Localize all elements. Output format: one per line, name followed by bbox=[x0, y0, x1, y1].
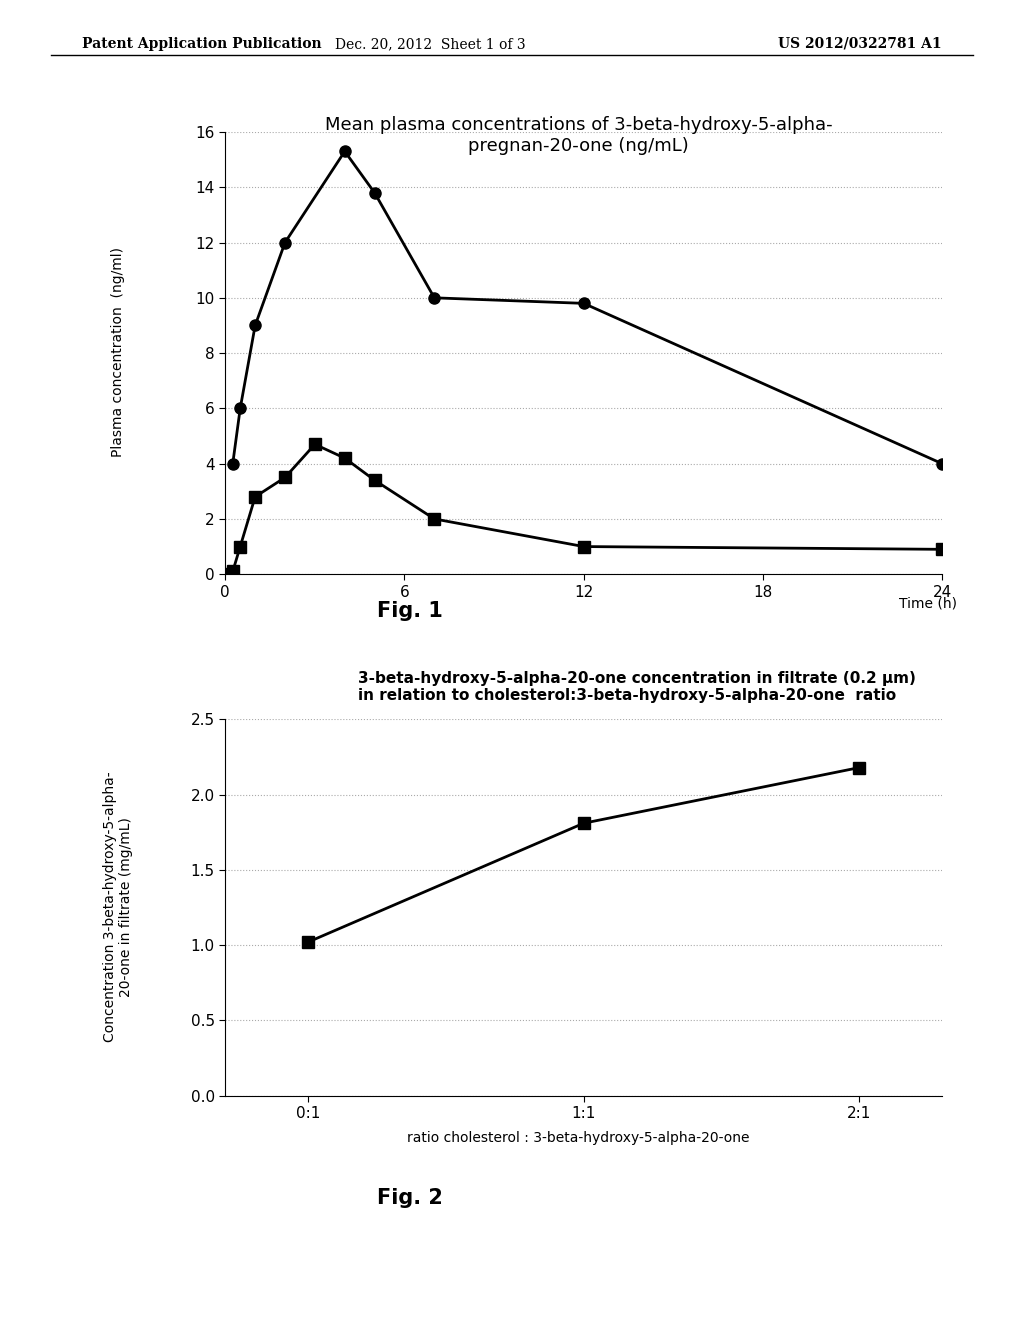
Text: Plasma concentration  (ng/ml): Plasma concentration (ng/ml) bbox=[111, 247, 125, 458]
Text: Fig. 2: Fig. 2 bbox=[377, 1188, 442, 1208]
Text: US 2012/0322781 A1: US 2012/0322781 A1 bbox=[778, 37, 942, 51]
Text: ratio cholesterol : 3-beta-hydroxy-5-alpha-20-one: ratio cholesterol : 3-beta-hydroxy-5-alp… bbox=[408, 1131, 750, 1146]
Text: Dec. 20, 2012  Sheet 1 of 3: Dec. 20, 2012 Sheet 1 of 3 bbox=[335, 37, 525, 51]
Text: Mean plasma concentrations of 3-beta-hydroxy-5-alpha-
pregnan-20-one (ng/mL): Mean plasma concentrations of 3-beta-hyd… bbox=[325, 116, 833, 154]
Text: Time (h): Time (h) bbox=[899, 597, 957, 611]
Text: 3-beta-hydroxy-5-alpha-20-one concentration in filtrate (0.2 μm)
in relation to : 3-beta-hydroxy-5-alpha-20-one concentrat… bbox=[358, 671, 916, 704]
Text: Concentration 3-beta-hydroxy-5-alpha-
20-one in filtrate (mg/mL): Concentration 3-beta-hydroxy-5-alpha- 20… bbox=[102, 771, 133, 1043]
Text: Patent Application Publication: Patent Application Publication bbox=[82, 37, 322, 51]
Text: Fig. 1: Fig. 1 bbox=[377, 601, 442, 620]
